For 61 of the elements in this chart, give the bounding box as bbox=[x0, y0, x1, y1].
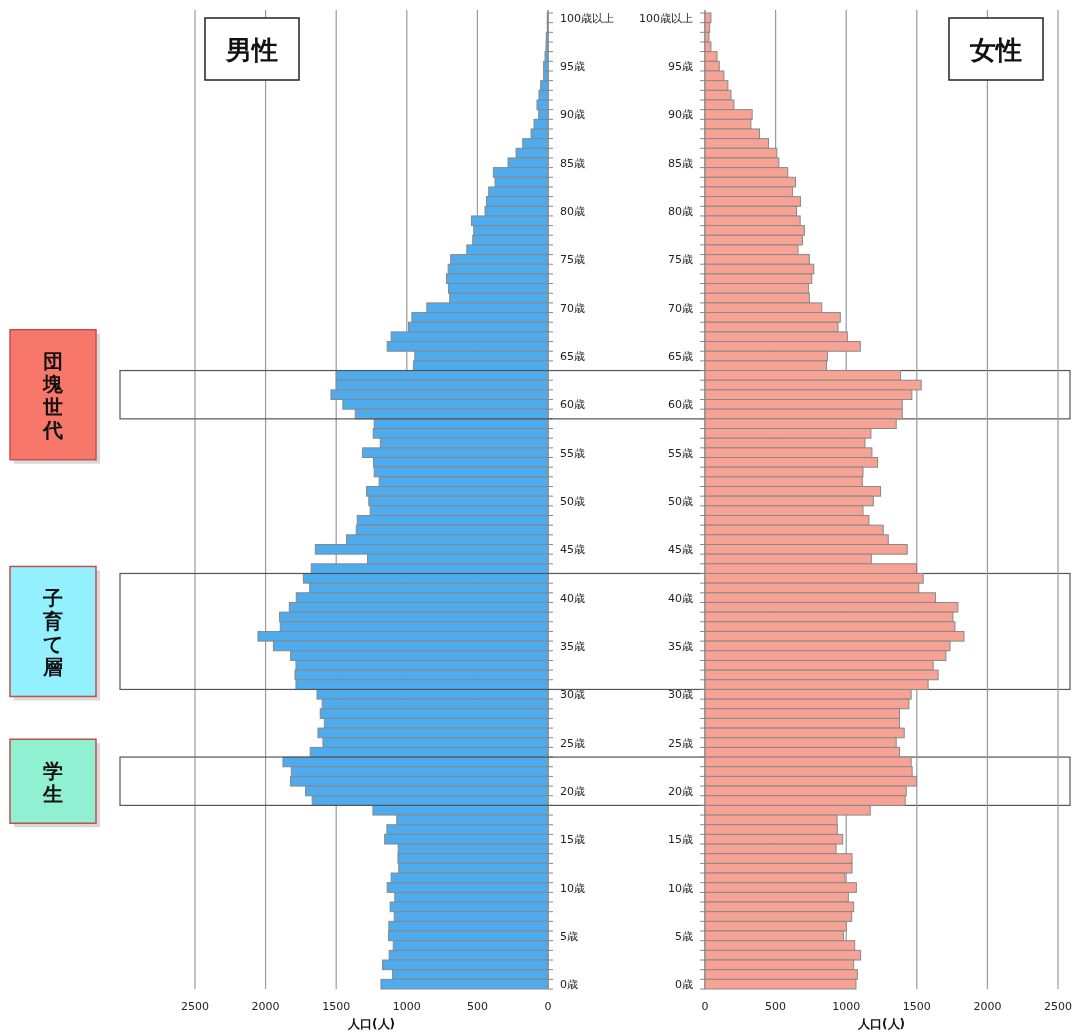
y-tick-label: 15歳 bbox=[668, 833, 693, 847]
y-tick-label: 5歳 bbox=[675, 929, 693, 943]
text: 団塊世代 bbox=[43, 349, 63, 443]
y-tick-label: 0歳 bbox=[675, 978, 693, 992]
y-tick-label: 55歳 bbox=[668, 446, 693, 460]
x-tick-label: 500 bbox=[466, 1000, 488, 1013]
y-tick-label: 80歳 bbox=[560, 205, 585, 219]
y-tick-label: 35歳 bbox=[560, 639, 585, 653]
x-axis-title: 人口(人) bbox=[857, 1017, 905, 1031]
y-tick-label: 35歳 bbox=[668, 639, 693, 653]
y-tick-label: 70歳 bbox=[668, 301, 693, 315]
y-tick-label: 65歳 bbox=[560, 350, 585, 364]
y-tick-label: 60歳 bbox=[560, 398, 585, 412]
y-tick-label: 100歳以上 bbox=[639, 11, 693, 25]
y-tick-label: 55歳 bbox=[560, 446, 585, 460]
y-tick-label: 80歳 bbox=[668, 205, 693, 219]
x-tick-label: 0 bbox=[701, 1000, 709, 1013]
text: 子育て層 bbox=[43, 585, 63, 679]
y-tick-label: 65歳 bbox=[668, 350, 693, 364]
y-tick-label: 50歳 bbox=[668, 495, 693, 508]
y-tick-label: 0歳 bbox=[560, 978, 578, 992]
text: 女性 bbox=[969, 35, 1022, 65]
y-tick-label: 45歳 bbox=[668, 543, 693, 557]
x-tick-label: 1000 bbox=[392, 1000, 421, 1013]
y-tick-label: 25歳 bbox=[560, 736, 585, 750]
x-tick-label: 500 bbox=[765, 1000, 787, 1013]
y-tick-label: 50歳 bbox=[560, 495, 585, 508]
y-tick-label: 10歳 bbox=[668, 881, 693, 895]
x-tick-label: 2500 bbox=[1044, 1000, 1072, 1013]
x-tick-label: 1500 bbox=[322, 1000, 351, 1013]
y-tick-label: 75歳 bbox=[668, 253, 693, 267]
y-tick-label: 30歳 bbox=[668, 688, 693, 702]
text: 学生 bbox=[43, 758, 63, 806]
text: 男性 bbox=[225, 35, 278, 65]
y-tick-label: 10歳 bbox=[560, 881, 585, 895]
y-tick-label: 30歳 bbox=[560, 688, 585, 702]
y-tick-label: 75歳 bbox=[560, 253, 585, 267]
y-tick-label: 60歳 bbox=[668, 398, 693, 412]
y-tick-label: 15歳 bbox=[560, 833, 585, 847]
y-tick-label: 95歳 bbox=[668, 60, 693, 74]
x-tick-label: 1500 bbox=[902, 1000, 931, 1013]
y-tick-label: 70歳 bbox=[560, 301, 585, 315]
y-tick-label: 95歳 bbox=[560, 60, 585, 74]
y-tick-label: 85歳 bbox=[668, 156, 693, 170]
y-tick-label: 90歳 bbox=[668, 108, 693, 122]
x-tick-label: 2500 bbox=[181, 1000, 209, 1013]
y-tick-label: 45歳 bbox=[560, 543, 585, 557]
x-tick-label: 2000 bbox=[251, 1000, 280, 1013]
y-tick-label: 20歳 bbox=[560, 784, 585, 798]
y-tick-label: 85歳 bbox=[560, 156, 585, 170]
x-tick-label: 0 bbox=[544, 1000, 552, 1013]
y-tick-label: 40歳 bbox=[560, 591, 585, 605]
y-tick-label: 90歳 bbox=[560, 108, 585, 122]
x-axis-title: 人口(人) bbox=[347, 1017, 395, 1031]
y-tick-label: 40歳 bbox=[668, 591, 693, 605]
y-tick-label: 5歳 bbox=[560, 929, 578, 943]
y-tick-label: 25歳 bbox=[668, 736, 693, 750]
x-tick-label: 1000 bbox=[832, 1000, 861, 1013]
y-tick-label: 20歳 bbox=[668, 784, 693, 798]
y-tick-label: 100歳以上 bbox=[560, 11, 614, 25]
x-tick-label: 2000 bbox=[973, 1000, 1002, 1013]
